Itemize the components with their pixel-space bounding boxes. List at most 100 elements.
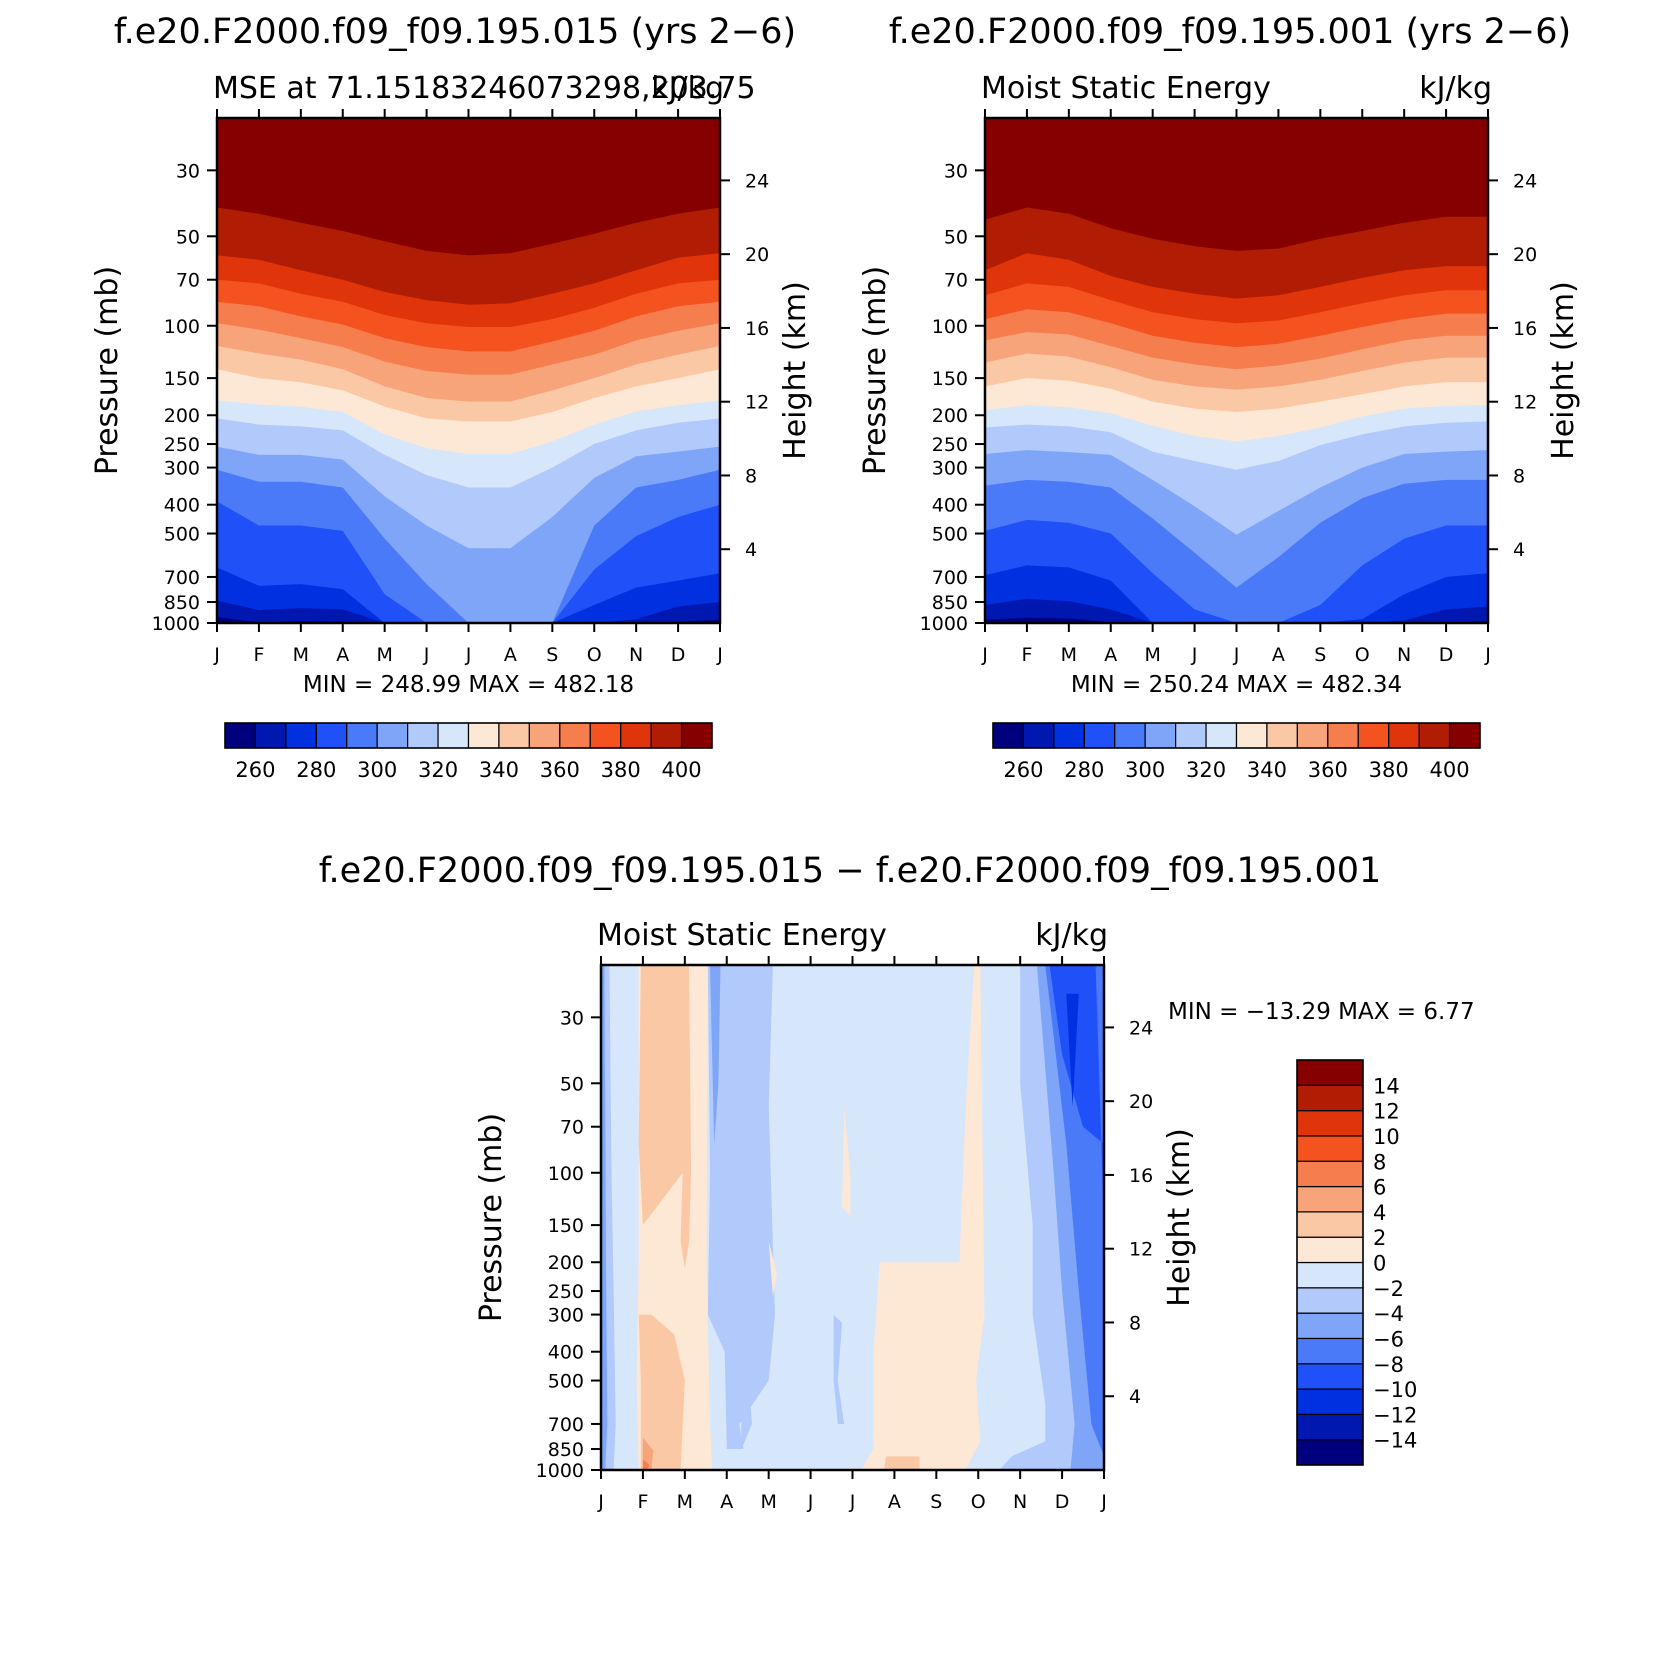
y-tick-label: 500 — [548, 1371, 584, 1393]
y-tick-label: 150 — [548, 1215, 584, 1237]
x-tick-label: F — [637, 1491, 648, 1513]
colorbar-box — [620, 722, 652, 749]
plot-area — [985, 118, 1488, 623]
colorbar-box — [254, 722, 287, 749]
x-tick-label: M — [376, 644, 392, 666]
y-tick-label: 200 — [548, 1252, 584, 1274]
y-tick-label: 400 — [932, 495, 968, 517]
colorbar-box — [1296, 722, 1329, 749]
colorbar-box — [1296, 1236, 1364, 1264]
colorbar-box — [1266, 722, 1298, 749]
colorbar-box — [1296, 1363, 1364, 1390]
x-tick-label: D — [671, 644, 686, 666]
colorbar-label: 340 — [479, 758, 519, 782]
x-tick-label: J — [1484, 644, 1491, 666]
x-tick-label: A — [336, 644, 349, 666]
x-tick-label: N — [1397, 644, 1411, 666]
contour-region — [601, 965, 608, 1470]
colorbar-label: −10 — [1373, 1378, 1417, 1402]
colorbar-box — [1296, 1185, 1364, 1213]
y2-tick-label: 4 — [745, 539, 757, 561]
colorbar-box — [992, 722, 1025, 749]
colorbar-label: 300 — [1125, 758, 1165, 782]
colorbar-label: 10 — [1373, 1125, 1400, 1149]
contour-region — [638, 965, 692, 1269]
panel-units: kJ/kg — [651, 71, 724, 106]
x-tick-label: J — [597, 1491, 604, 1513]
colorbar-box — [1296, 1261, 1364, 1289]
contour-region — [741, 1341, 752, 1449]
contour-region — [1049, 965, 1104, 1226]
y-tick-label: 300 — [164, 458, 200, 480]
x-tick-label: J — [1100, 1491, 1107, 1513]
y-tick-label: 30 — [560, 1007, 584, 1029]
colorbar-box — [680, 722, 713, 749]
x-tick-label: J — [465, 644, 472, 666]
colorbar-label: 380 — [1369, 758, 1409, 782]
x-tick-label: A — [1272, 644, 1285, 666]
colorbar-box — [1296, 1135, 1364, 1162]
colorbar-box — [1053, 722, 1085, 749]
contour-region — [638, 1314, 685, 1470]
y2-axis-label: Height (km) — [778, 281, 813, 460]
y-tick-label: 200 — [932, 405, 968, 427]
colorbar-box — [1114, 722, 1146, 749]
colorbar-label: 8 — [1373, 1150, 1386, 1174]
contour-region — [768, 1241, 777, 1297]
x-tick-label: S — [546, 644, 558, 666]
x-tick-label: A — [888, 1491, 901, 1513]
colorbar-box — [1175, 722, 1207, 749]
y-tick-label: 250 — [548, 1281, 584, 1303]
colorbar-label: 360 — [1308, 758, 1348, 782]
colorbar-frame — [1296, 1059, 1364, 1466]
colorbar-box — [1022, 722, 1055, 749]
panel-subtitle: MSE at 71.15183246073298,203.75 — [213, 71, 756, 106]
contour-region — [642, 1459, 650, 1470]
y-tick-label: 850 — [548, 1439, 584, 1461]
x-tick-label: M — [1144, 644, 1160, 666]
x-tick-label: J — [807, 1491, 814, 1513]
panel-subtitle: Moist Static Energy — [981, 71, 1271, 106]
y2-tick-label: 12 — [1513, 392, 1537, 414]
y2-tick-label: 4 — [1129, 1386, 1141, 1408]
y-tick-label: 150 — [164, 368, 200, 390]
colorbar-box — [498, 722, 530, 749]
colorbar-label: 400 — [662, 758, 702, 782]
y2-tick-label: 16 — [1513, 318, 1537, 340]
x-tick-label: J — [423, 644, 430, 666]
min-max-label: MIN = 248.99 MAX = 482.18 — [303, 672, 634, 698]
colorbar-box — [224, 722, 257, 749]
y-tick-label: 250 — [164, 434, 200, 456]
colorbar-label: 0 — [1373, 1252, 1386, 1276]
y2-tick-label: 24 — [1129, 1017, 1153, 1039]
colorbar-box — [1296, 1084, 1364, 1112]
colorbar-box — [1296, 1160, 1364, 1188]
x-tick-label: J — [1191, 644, 1198, 666]
colorbar-label: 260 — [1003, 758, 1043, 782]
panel-mse-001: J F M A M J J A S O N D J305070100150200250300400500… — [858, 71, 1581, 782]
plot-area — [217, 118, 720, 623]
diff-title: f.e20.F2000.f09_f09.195.015 − f.e20.F200… — [319, 851, 1382, 891]
y2-tick-label: 8 — [1129, 1312, 1141, 1334]
y-tick-label: 400 — [548, 1342, 584, 1364]
y-tick-label: 850 — [164, 592, 200, 614]
colorbar-box — [467, 722, 500, 749]
contour-region — [1066, 993, 1079, 1107]
y-tick-label: 300 — [548, 1305, 584, 1327]
y-tick-label: 150 — [932, 368, 968, 390]
y2-tick-label: 24 — [1513, 170, 1537, 192]
colorbar-box — [1296, 1337, 1364, 1365]
y-tick-label: 700 — [932, 567, 968, 589]
y-tick-label: 1000 — [920, 613, 968, 635]
colorbar-box — [1296, 1388, 1364, 1415]
colorbar-label: −4 — [1373, 1302, 1404, 1326]
colorbar-label: −2 — [1373, 1277, 1404, 1301]
y2-tick-label: 4 — [1513, 539, 1525, 561]
contour-band-400 — [985, 118, 1488, 251]
contour-region — [883, 1456, 920, 1470]
colorbar-box — [1388, 722, 1420, 749]
min-max-label: MIN = 250.24 MAX = 482.34 — [1071, 672, 1402, 698]
contour-band-400 — [217, 118, 720, 256]
colorbar-label: 12 — [1373, 1100, 1400, 1124]
